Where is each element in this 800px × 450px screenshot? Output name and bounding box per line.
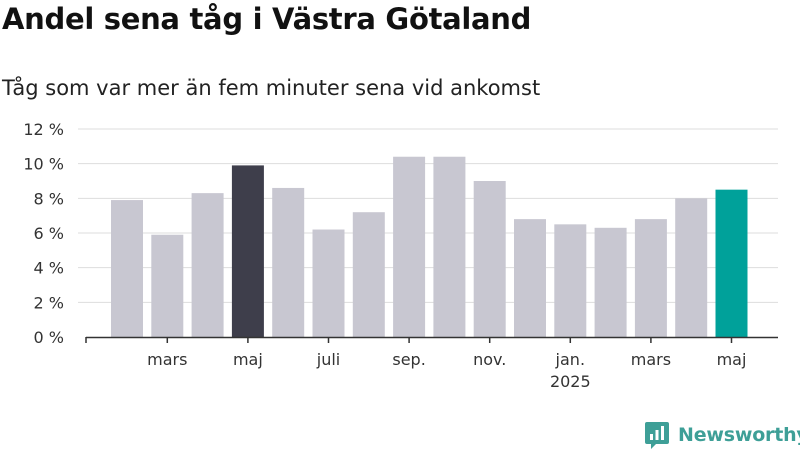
bar [715,189,748,337]
brand-logo: Newsworthy [644,420,800,450]
bar [151,234,184,337]
newsworthy-icon [645,422,669,449]
bar [514,219,546,337]
brand-name: Newsworthy [678,424,800,446]
chart-title: Andel sena tåg i Västra Götaland [2,2,532,36]
x-tick-label: sep. [392,350,425,369]
x-tick-label: nov. [473,350,506,369]
bar [393,156,426,337]
bar [675,198,708,337]
bar [231,165,264,337]
x-tick-label: mars [631,350,671,369]
y-tick-label: 0 % [34,328,64,347]
x-tick-label: jan. [555,350,585,369]
y-tick-label: 12 % [23,120,64,139]
bar [312,229,345,337]
x-tick-label: maj [233,350,263,369]
bar [111,200,143,337]
x-tick-label: mars [147,350,187,369]
bar [554,224,587,337]
x-tick-label: juli [316,350,340,369]
y-tick-label: 8 % [34,189,64,208]
bar [191,193,224,337]
bar [352,212,385,337]
bar [594,227,627,337]
y-tick-label: 10 % [23,155,64,174]
x-tick-label: maj [717,350,747,369]
y-tick-label: 2 % [34,293,64,312]
bar [433,156,466,337]
y-tick-label: 6 % [34,224,64,243]
x-tick-sublabel: 2025 [550,372,591,391]
bar [272,187,305,337]
y-tick-label: 4 % [34,259,64,278]
bar [634,219,667,337]
bar [473,181,506,337]
chart-subtitle: Tåg som var mer än fem minuter sena vid … [2,76,541,100]
